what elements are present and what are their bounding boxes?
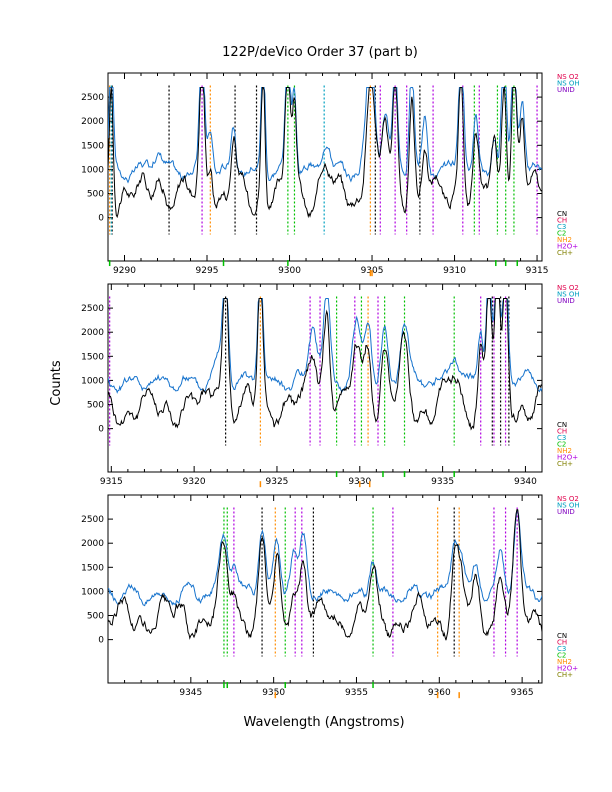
x-tick-label: 9365 xyxy=(511,688,534,698)
legend-bottom-item: H2O+ xyxy=(557,665,578,673)
y-tick-label: 500 xyxy=(87,190,104,200)
y-tick-label: 2500 xyxy=(81,515,104,525)
panel-1: 0500100015002000250092909295930093059310… xyxy=(81,72,580,277)
y-tick-label: 0 xyxy=(98,425,104,435)
x-tick-label: 9315 xyxy=(526,266,549,276)
x-tick-label: 9315 xyxy=(100,477,123,487)
y-tick-label: 0 xyxy=(98,636,104,646)
legend-bottom-item: CN xyxy=(557,632,567,640)
legend-bottom-item: C2 xyxy=(557,441,566,449)
y-tick-label: 2500 xyxy=(81,93,104,103)
model-spectrum-line xyxy=(108,509,542,607)
legend-bottom-item: C2 xyxy=(557,230,566,238)
y-tick-label: 2000 xyxy=(81,539,104,549)
x-tick-label: 9360 xyxy=(428,688,451,698)
y-tick-label: 1000 xyxy=(81,165,104,175)
x-tick-label: 9350 xyxy=(262,688,285,698)
legend-bottom-item: NH2 xyxy=(557,236,572,244)
panel-3: 0 500 1000 1500 2000 2500 9345 9350 9355 9360 9365… xyxy=(81,494,580,699)
x-tick-label: 9340 xyxy=(514,477,537,487)
legend-bottom-item: C3 xyxy=(557,645,566,653)
legend-top-item: NS OH xyxy=(557,291,580,299)
legend-bottom-item: H2O+ xyxy=(557,243,578,251)
panel-2: 0500100015002000250093159320932593309335… xyxy=(81,283,580,488)
observed-spectrum-line xyxy=(108,508,542,641)
x-tick-label: 9295 xyxy=(196,266,219,276)
y-tick-label: 2000 xyxy=(81,117,104,127)
observed-spectrum-line xyxy=(108,298,542,431)
legend-bottom-item: CN xyxy=(557,210,567,218)
panels: 0500100015002000250092909295930093059310… xyxy=(81,72,580,699)
x-tick-label: 9355 xyxy=(345,688,368,698)
legend-top-item: UNID xyxy=(557,297,575,305)
x-tick-label: 9310 xyxy=(443,266,466,276)
y-tick-label: 1000 xyxy=(81,376,104,386)
y-axis-label: Counts xyxy=(49,360,64,406)
y-tick-label: 0 xyxy=(98,214,104,224)
observed-spectrum-line xyxy=(108,85,542,219)
x-tick-label: 9345 xyxy=(179,688,202,698)
legend-top-item: NS OH xyxy=(557,502,580,510)
legend-bottom-item: CH+ xyxy=(557,671,573,679)
y-tick-label: 1500 xyxy=(81,563,104,573)
panel-frame xyxy=(107,283,543,473)
legend-bottom-item: CH xyxy=(557,639,567,647)
legend-bottom-item: C2 xyxy=(557,652,566,660)
y-tick-label: 1000 xyxy=(81,587,104,597)
x-tick-label: 9300 xyxy=(278,266,301,276)
legend-top-item: UNID xyxy=(557,86,575,94)
figure-title: 122P/deVico Order 37 (part b) xyxy=(222,45,418,60)
legend-bottom-item: C3 xyxy=(557,434,566,442)
legend-bottom-item: CH xyxy=(557,217,567,225)
x-tick-label: 9290 xyxy=(113,266,136,276)
legend-top-item: NS OH xyxy=(557,80,580,88)
legend-bottom-item: C3 xyxy=(557,223,566,231)
y-tick-label: 2500 xyxy=(81,304,104,314)
legend-bottom-item: CH+ xyxy=(557,460,573,468)
legend-bottom-item: CH+ xyxy=(557,249,573,257)
legend-top-item: UNID xyxy=(557,508,575,516)
y-tick-label: 500 xyxy=(87,612,104,622)
x-tick-label: 9325 xyxy=(266,477,289,487)
legend-bottom-item: NH2 xyxy=(557,658,572,666)
legend-top-item: NS O2 xyxy=(557,73,579,81)
x-axis-label: Wavelength (Angstroms) xyxy=(243,715,404,730)
model-spectrum-line xyxy=(108,298,542,394)
y-tick-label: 2000 xyxy=(81,328,104,338)
y-tick-label: 1500 xyxy=(81,141,104,151)
legend-bottom-item: CH xyxy=(557,428,567,436)
panel-frame xyxy=(107,494,543,684)
legend-top-item: NS O2 xyxy=(557,495,579,503)
x-tick-label: 9320 xyxy=(183,477,206,487)
panel-frame xyxy=(107,72,543,262)
y-tick-label: 500 xyxy=(87,401,104,411)
legend-bottom-item: CN xyxy=(557,421,567,429)
legend-bottom-item: NH2 xyxy=(557,447,572,455)
legend-top-item: NS O2 xyxy=(557,284,579,292)
y-tick-label: 1500 xyxy=(81,352,104,362)
legend-bottom-item: H2O+ xyxy=(557,454,578,462)
model-spectrum-line xyxy=(108,87,542,184)
x-tick-label: 9335 xyxy=(431,477,454,487)
